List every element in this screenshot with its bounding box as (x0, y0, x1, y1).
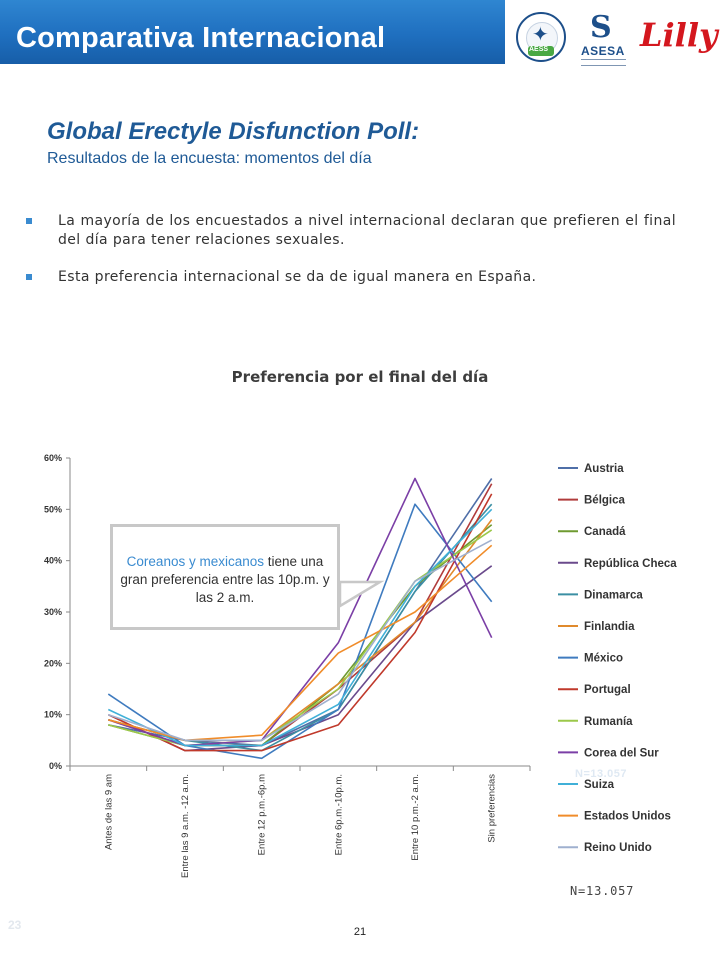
callout-highlight: Coreanos y mexicanos (126, 554, 264, 569)
y-tick-label: 40% (44, 556, 62, 566)
series-line (108, 544, 493, 742)
y-tick-label: 30% (44, 607, 62, 617)
callout-pointer (338, 580, 385, 609)
line-chart: 0% 10% 20% 30% 40% 50% 60% Antes de las 9 am Ent… (44, 453, 677, 878)
x-tick-label: Entre 10 p.m.-2 a.m. (410, 774, 421, 861)
x-tick-label: Entre las 9 a.m. -12 a.m. (180, 774, 191, 878)
bullet-item: La mayoría de los encuestados a nivel in… (26, 212, 676, 250)
asesa-logo: S ASESA (576, 10, 631, 66)
legend-label: Bélgica (584, 495, 626, 507)
header-bar: Comparativa Internacional (0, 0, 505, 64)
bullet-list: La mayoría de los encuestados a nivel in… (26, 212, 676, 305)
page-number: 21 (353, 926, 367, 938)
legend-label: República Checa (584, 558, 677, 570)
legend-label: Dinamarca (584, 589, 643, 601)
star-icon: ✦ (532, 22, 549, 46)
series-line (107, 493, 493, 752)
sample-size-ghost: N=13.057 (575, 768, 628, 780)
series-line (108, 539, 493, 742)
legend-label: Rumanía (584, 716, 633, 728)
aess-logo-text: AESS (529, 46, 549, 53)
x-tick-label: Sin preferencias (487, 774, 498, 843)
x-tick-label: Antes de las 9 am (103, 774, 114, 850)
legend-label: Finlandia (584, 621, 635, 633)
bullet-square-icon (26, 218, 32, 224)
legend-label: Suiza (584, 779, 615, 791)
legend-label: Estados Unidos (584, 811, 671, 823)
logos: ✦ AESS S ASESA Lilly (510, 8, 718, 70)
callout-text: Coreanos y mexicanos tiene una gran pref… (117, 553, 333, 607)
bullet-text: La mayoría de los encuestados a nivel in… (58, 213, 676, 248)
sample-size-label: N=13.057 (570, 884, 635, 898)
x-tick-label: Entre 12 p.m.-6p.m (257, 774, 268, 855)
x-tick-label: Entre 6p.m.-10p.m. (333, 774, 344, 855)
legend-label: México (584, 653, 623, 665)
header-title: Comparativa Internacional (16, 22, 386, 54)
y-tick-label: 60% (44, 453, 62, 463)
y-tick-label: 0% (49, 761, 62, 771)
y-tick-label: 50% (44, 504, 62, 514)
legend-label: Corea del Sur (584, 747, 659, 759)
y-tick-label: 20% (44, 658, 62, 668)
series-line (108, 477, 493, 747)
callout-body: tiene una gran preferencia entre las 10p… (120, 554, 330, 605)
bullet-square-icon (26, 274, 32, 280)
poll-title: Global Erectyle Disfunction Poll: (47, 118, 420, 145)
legend-label: Reino Unido (584, 842, 652, 854)
lilly-logo: Lilly (640, 16, 718, 54)
legend-label: Canadá (584, 526, 626, 538)
bullet-item: Esta preferencia internacional se da de … (26, 268, 676, 287)
asesa-logo-text: ASESA (581, 44, 625, 58)
bullet-text: Esta preferencia internacional se da de … (58, 269, 537, 285)
ghost-page-number: 23 (8, 918, 22, 932)
callout-box: Coreanos y mexicanos tiene una gran pref… (110, 524, 340, 630)
chart-title: Preferencia por el final del día (231, 368, 489, 386)
aess-logo: ✦ AESS (516, 12, 566, 62)
legend-label: Austria (584, 463, 624, 475)
poll-subtitle: Resultados de la encuesta: momentos del … (47, 150, 372, 167)
y-tick-label: 10% (44, 710, 62, 720)
legend-label: Portugal (584, 684, 631, 696)
